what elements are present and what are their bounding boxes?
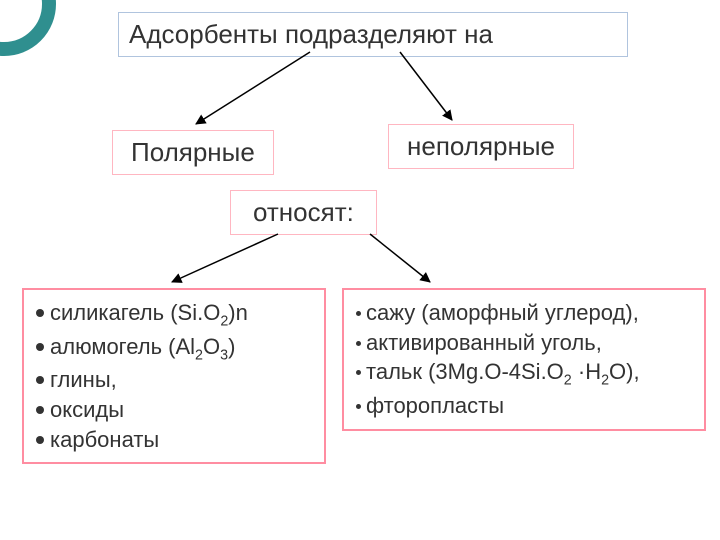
arrow [400, 52, 452, 120]
arrow [172, 234, 278, 282]
arrows-layer [0, 0, 720, 540]
arrow [196, 52, 310, 124]
arrow [370, 234, 430, 282]
